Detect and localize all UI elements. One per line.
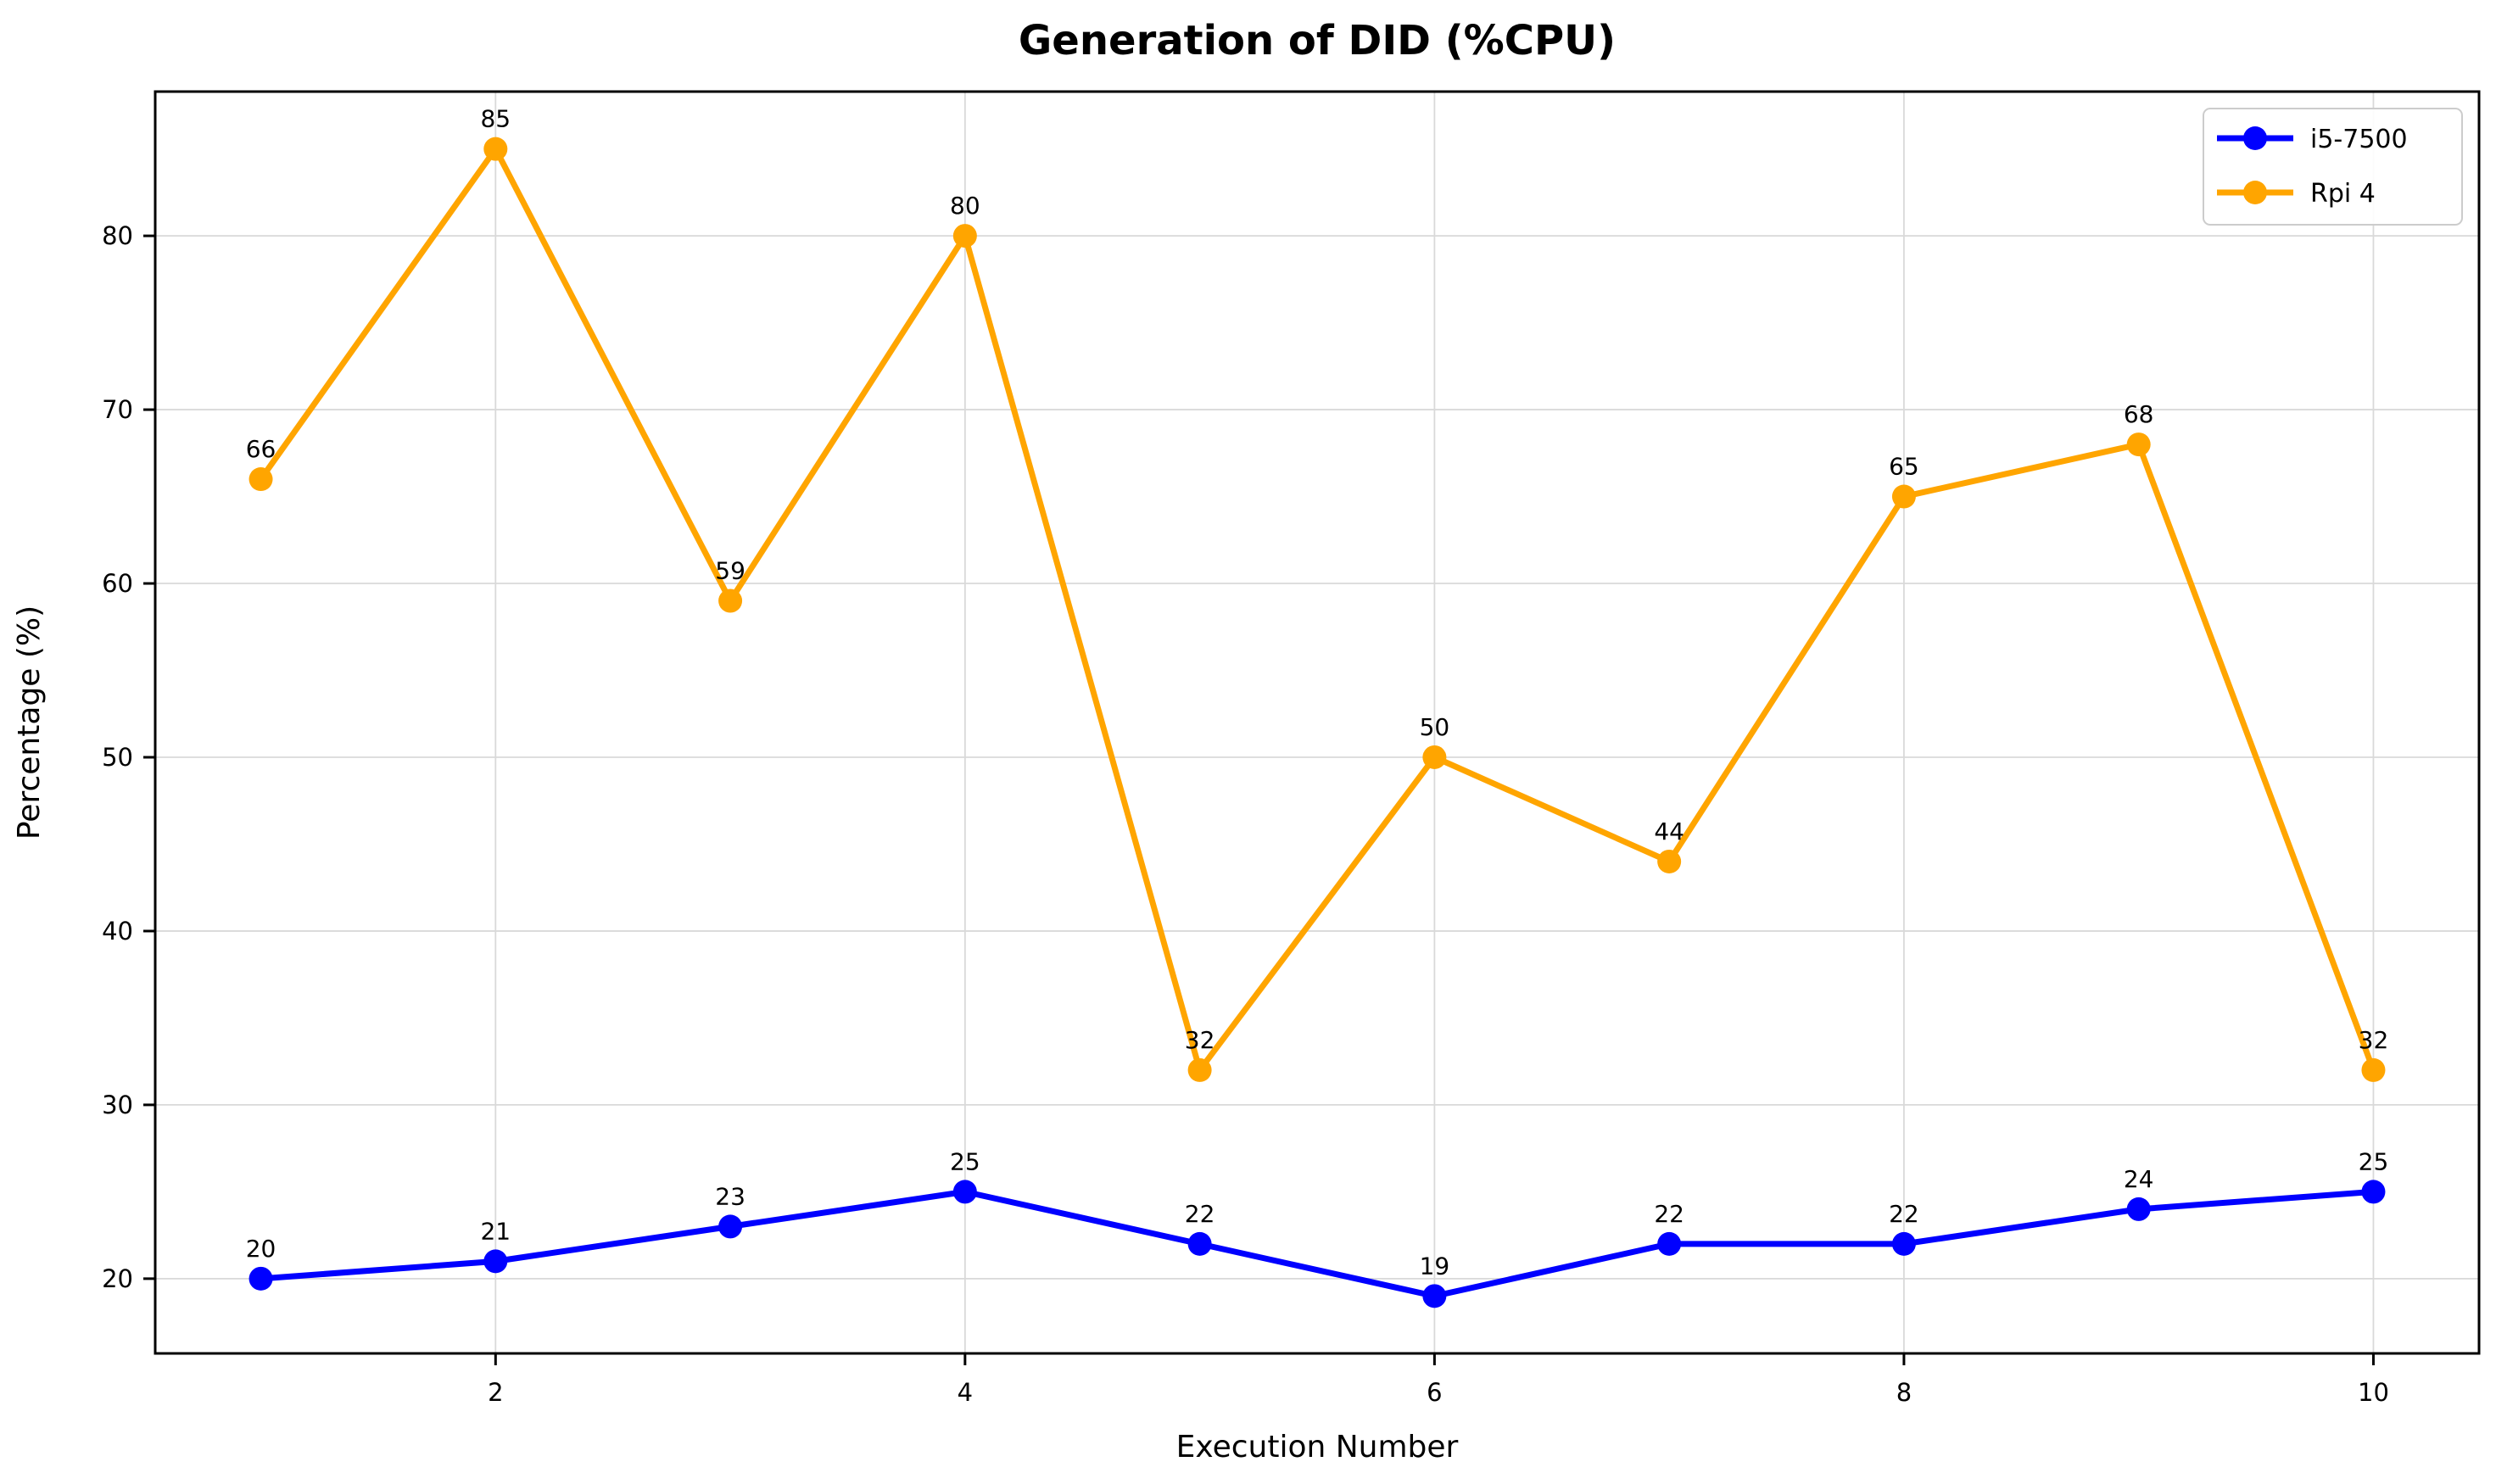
y-tick-label: 70 <box>102 395 133 424</box>
data-point-label: 25 <box>950 1147 980 1175</box>
y-axis-label: Percentage (%) <box>12 605 47 840</box>
data-point-label: 59 <box>715 557 745 585</box>
y-tick-label: 60 <box>102 569 133 598</box>
data-point-label: 32 <box>2359 1026 2389 1054</box>
plot-border <box>154 90 2481 1355</box>
y-tick-label: 20 <box>102 1264 133 1293</box>
data-point-marker <box>2361 1180 2386 1204</box>
series-line-i5-7500 <box>258 1188 2376 1299</box>
legend-sample-marker <box>2243 181 2267 204</box>
data-point-marker <box>1422 745 1447 769</box>
data-point-marker <box>1891 484 1916 509</box>
x-tick-label: 8 <box>1896 1378 1912 1407</box>
data-point-label: 22 <box>1654 1200 1684 1228</box>
data-point-label: 25 <box>2359 1147 2389 1175</box>
data-point-label: 23 <box>715 1182 745 1210</box>
data-point-marker <box>718 589 743 613</box>
series-layer: 20 21 23 25 22 19 22 22 24 25 66 85 59 80 32 50 44 65 68 32 <box>246 105 2389 1308</box>
data-point-label: 44 <box>1654 817 1684 845</box>
data-point-label: 19 <box>1420 1252 1450 1280</box>
data-point-label: 68 <box>2124 400 2154 428</box>
chart-title: Generation of DID (%CPU) <box>1019 17 1616 64</box>
legend-sample-marker <box>2243 126 2267 150</box>
x-axis-label: Execution Number <box>1176 1430 1459 1464</box>
x-tick-label: 10 <box>2358 1378 2389 1407</box>
data-point-marker <box>483 1249 508 1274</box>
data-point-label: 85 <box>480 105 511 133</box>
legend-label-rpi-4: Rpi 4 <box>2310 179 2376 209</box>
data-point-label: 22 <box>1185 1200 1215 1228</box>
data-point-marker <box>1422 1284 1447 1308</box>
data-point-marker <box>1187 1057 1212 1082</box>
data-point-label: 20 <box>246 1235 276 1263</box>
data-point-marker <box>483 137 508 161</box>
data-point-label: 22 <box>1889 1200 1919 1228</box>
y-tick-label: 40 <box>102 917 133 946</box>
data-point-label: 65 <box>1889 453 1919 481</box>
data-point-marker <box>2361 1057 2386 1082</box>
legend-label-i5-7500: i5-7500 <box>2310 125 2408 154</box>
y-tick-label: 30 <box>102 1091 133 1119</box>
data-point-marker <box>248 1266 273 1291</box>
y-tick-label: 50 <box>102 743 133 772</box>
data-point-label: 66 <box>246 435 276 463</box>
data-point-marker <box>952 1180 977 1204</box>
data-point-marker <box>718 1214 743 1239</box>
data-point-marker <box>2126 432 2151 457</box>
data-point-marker <box>952 224 977 248</box>
y-tick-label: 80 <box>102 221 133 250</box>
data-point-marker <box>1657 849 1682 873</box>
data-point-marker <box>1657 1231 1682 1256</box>
data-point-marker <box>248 467 273 492</box>
series-line-rpi-4 <box>258 146 2376 1074</box>
data-point-marker <box>1891 1231 1916 1256</box>
data-point-label: 50 <box>1420 713 1450 741</box>
legend: i5-7500 Rpi 4 <box>2203 108 2463 226</box>
data-point-marker <box>1187 1231 1212 1256</box>
data-point-label: 21 <box>480 1217 511 1245</box>
x-tick-label: 6 <box>1427 1378 1442 1407</box>
data-point-label: 24 <box>2124 1165 2154 1193</box>
x-tick-label: 2 <box>488 1378 503 1407</box>
data-point-label: 32 <box>1185 1026 1215 1054</box>
data-point-marker <box>2126 1197 2151 1221</box>
x-tick-label: 4 <box>958 1378 973 1407</box>
data-point-label: 80 <box>950 192 980 220</box>
grid-layer <box>155 92 2479 1353</box>
